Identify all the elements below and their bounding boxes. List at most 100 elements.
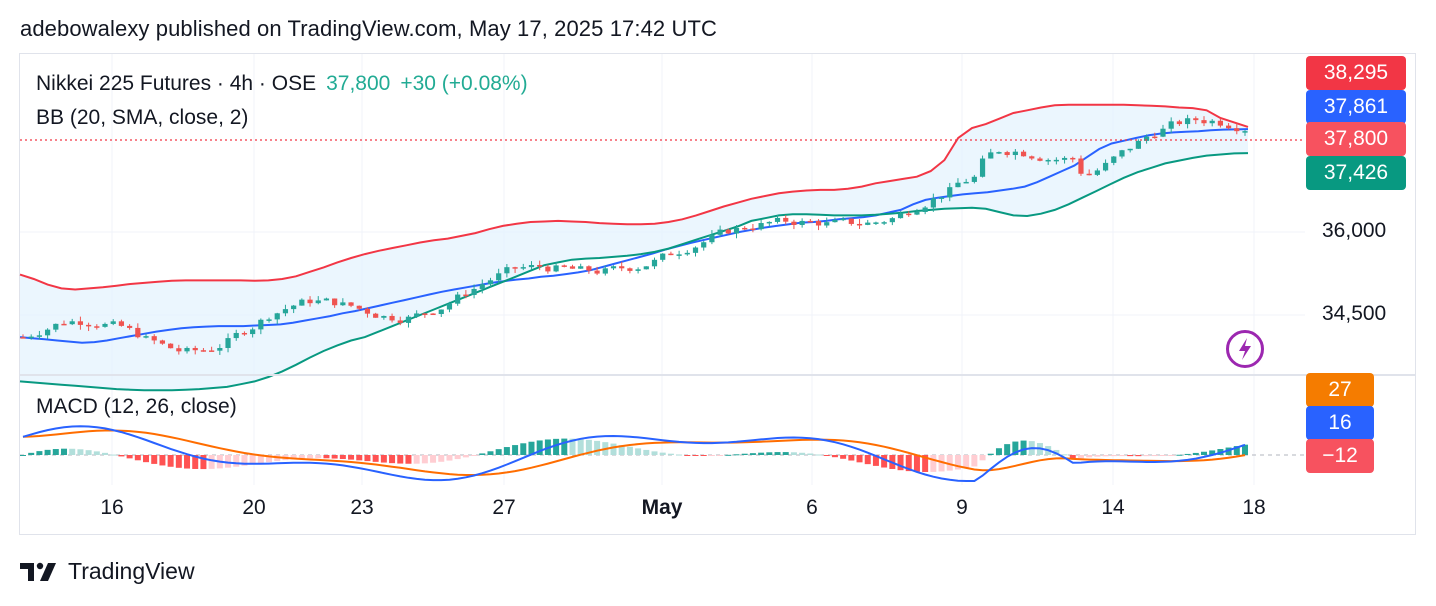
candle-body: [496, 273, 502, 281]
macd-histogram-bar: [438, 455, 445, 462]
macd-histogram-bar: [503, 447, 510, 455]
candle-body: [77, 321, 84, 325]
candle-body: [86, 324, 92, 327]
candle-body: [438, 309, 444, 315]
lightning-icon[interactable]: [1226, 330, 1264, 368]
candle-body: [692, 247, 699, 253]
macd-histogram-bar: [61, 448, 68, 455]
bb-legend[interactable]: BB (20, SMA, close, 2): [36, 106, 249, 129]
candle: [1160, 124, 1166, 138]
candle: [692, 246, 699, 257]
candle: [1193, 116, 1199, 125]
time-axis-tick: May: [641, 496, 683, 519]
candle-body: [405, 316, 412, 323]
candle: [807, 219, 813, 223]
macd-histogram-bar: [1192, 452, 1199, 455]
candle: [1086, 169, 1092, 176]
candle: [1242, 129, 1248, 136]
candle-body: [455, 294, 461, 304]
macd-histogram-bar: [348, 455, 355, 460]
candle: [1184, 114, 1191, 129]
candle: [914, 208, 920, 216]
candle-body: [799, 220, 805, 225]
candle-body: [873, 222, 879, 224]
candle: [906, 211, 912, 217]
candle-body: [766, 221, 772, 224]
candle-body: [569, 266, 576, 269]
macd-pane: [20, 425, 1305, 482]
candle: [815, 219, 822, 231]
tradingview-brand[interactable]: TradingView: [20, 558, 195, 585]
candle: [1111, 156, 1117, 166]
candle-body: [373, 313, 379, 318]
candle: [110, 319, 116, 326]
candle: [537, 260, 543, 271]
candle: [1176, 119, 1182, 126]
candle-body: [28, 336, 34, 339]
candle-body: [1012, 151, 1018, 156]
candle-body: [635, 269, 641, 271]
candle: [832, 217, 838, 223]
candle-body: [414, 313, 420, 317]
candle: [1201, 116, 1207, 127]
candle: [291, 304, 297, 314]
macd-histogram-bar: [380, 455, 387, 463]
macd-histogram-bar: [85, 450, 92, 455]
candle-body: [1029, 156, 1035, 159]
candle: [988, 148, 994, 159]
candle: [94, 324, 100, 330]
candle-body: [463, 294, 469, 297]
candle-body: [340, 302, 346, 306]
macd-histogram-bar: [1209, 450, 1216, 455]
publish-header: adebowalexy published on TradingView.com…: [20, 16, 717, 41]
candle: [1102, 159, 1109, 172]
candle-body: [709, 234, 715, 243]
macd-histogram-bar: [938, 455, 945, 472]
candle: [1020, 149, 1027, 157]
bb-lower-tag: 37,426: [1306, 156, 1406, 190]
macd-histogram-bar: [241, 455, 248, 466]
candle-body: [1234, 128, 1240, 132]
candle: [750, 223, 756, 233]
candle: [709, 230, 715, 245]
candle-body: [53, 323, 59, 330]
macd-histogram-bar: [118, 455, 125, 457]
candle: [1217, 118, 1223, 128]
candle-body: [856, 223, 863, 226]
candle: [881, 220, 887, 226]
candle: [1037, 156, 1043, 162]
macd-histogram-bar: [405, 455, 412, 464]
candle-body: [159, 340, 166, 344]
candle-body: [209, 350, 215, 352]
macd-histogram-bar: [225, 455, 232, 468]
macd-histogram-bar: [659, 452, 666, 455]
macd-legend[interactable]: MACD (12, 26, close): [36, 395, 237, 418]
candle-body: [504, 267, 510, 274]
candle-body: [1053, 159, 1059, 162]
macd-histogram-bar: [971, 455, 978, 467]
macd-histogram-bar: [561, 438, 568, 455]
macd-histogram-bar: [134, 455, 141, 461]
candle: [1070, 156, 1076, 163]
candle-body: [701, 242, 707, 248]
candle: [266, 317, 272, 323]
candle-body: [1020, 151, 1027, 157]
macd-histogram-bar: [512, 445, 519, 455]
candle-body: [561, 265, 567, 267]
histogram-tag: −12: [1306, 439, 1374, 473]
macd-histogram-bar: [872, 455, 879, 466]
symbol-legend[interactable]: Nikkei 225 Futures · 4h · OSE 37,800 +30 (…: [36, 72, 528, 96]
candle: [217, 344, 223, 355]
candle-body: [914, 212, 920, 215]
candle-body: [602, 268, 608, 274]
candle: [742, 226, 748, 231]
bollinger-bands: [19, 103, 1249, 392]
candle-body: [225, 338, 231, 349]
candle: [307, 296, 313, 307]
candle: [241, 331, 248, 336]
candle-body: [906, 213, 912, 216]
candle-body: [594, 270, 600, 274]
candle-body: [881, 222, 887, 224]
macd-histogram-bar: [397, 455, 404, 464]
